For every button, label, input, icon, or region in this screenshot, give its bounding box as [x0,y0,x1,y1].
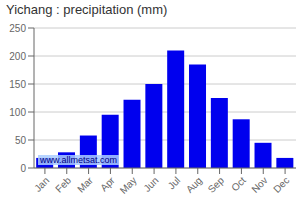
svg-text:250: 250 [9,23,26,34]
svg-text:May: May [118,175,139,196]
html-text:www.allmetsat.com: www.allmetsat.com [40,155,117,165]
svg-text:Aug: Aug [184,175,204,195]
svg-text:Jun: Jun [141,175,160,194]
svg-text:Oct: Oct [229,175,248,194]
svg-text:200: 200 [9,51,26,62]
svg-text:Sep: Sep [206,174,227,195]
svg-text:50: 50 [15,135,27,146]
svg-text:Nov: Nov [249,175,269,195]
svg-text:Dec: Dec [271,175,291,195]
svg-text:Feb: Feb [53,174,73,194]
svg-text:150: 150 [9,79,26,90]
svg-text:Apr: Apr [98,174,117,193]
svg-text:Jan: Jan [32,175,51,194]
svg-text:0: 0 [20,163,26,174]
svg-text:Jul: Jul [166,175,183,192]
html-text:Yichang : precipitation (mm): Yichang : precipitation (mm) [6,2,168,17]
svg-text:100: 100 [9,107,26,118]
svg-text:Mar: Mar [75,174,95,194]
